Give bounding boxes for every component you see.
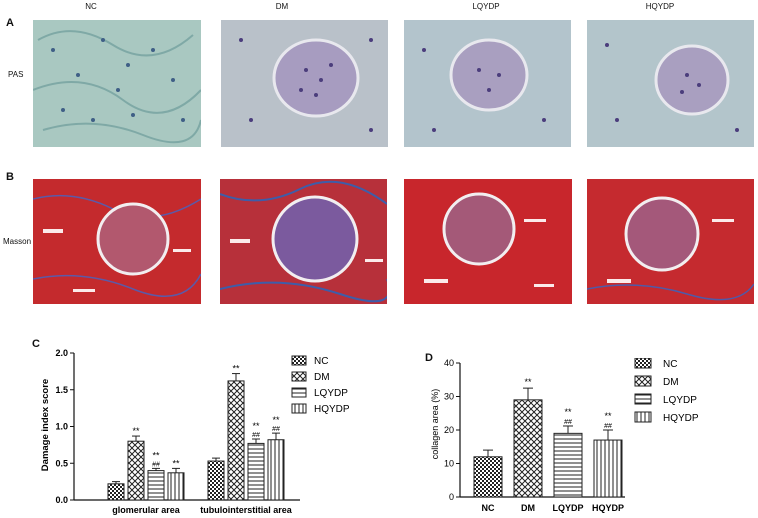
bar-d xyxy=(513,399,543,498)
y-tick-label-c: 0.5 xyxy=(55,458,68,468)
masson-image-nc xyxy=(33,179,201,304)
bar-c xyxy=(167,472,185,501)
bar-c xyxy=(207,460,225,501)
panel-label-b: B xyxy=(6,171,14,183)
y-tick-label-c: 2.0 xyxy=(55,348,68,358)
hash-annotation-c: ## xyxy=(272,426,280,433)
legend-label-d: LQYDP xyxy=(663,395,697,406)
legend-swatch-c xyxy=(291,355,307,366)
hash-annotation-c: ## xyxy=(252,432,260,439)
damage-index-chart: Damage index score 0.0 0.5 1.0 1.5 2.0 glomer… xyxy=(40,348,350,515)
star-annotation-c: ** xyxy=(152,450,160,460)
bar-c xyxy=(227,380,245,501)
legend-swatch-d xyxy=(634,393,652,405)
bar-c xyxy=(107,483,125,501)
row-label-pas: PAS xyxy=(8,70,24,79)
x-category-label-c: tubulointerstitial area xyxy=(200,505,293,515)
masson-image-lqydp xyxy=(404,179,572,304)
hash-annotation-d: ## xyxy=(604,423,612,430)
hash-annotation-d: ## xyxy=(564,419,572,426)
pas-image-dm xyxy=(221,20,388,147)
column-header-dm: DM xyxy=(275,2,289,11)
legend-swatch-d xyxy=(634,411,652,423)
bar-d xyxy=(593,439,623,498)
star-annotation-c: ** xyxy=(172,458,180,468)
x-category-label-c: glomerular area xyxy=(112,505,181,515)
y-tick-label-c: 1.5 xyxy=(55,385,68,395)
legend-label-c: DM xyxy=(314,372,330,383)
y-tick-label-c: 1.0 xyxy=(55,422,68,432)
star-annotation-d: ** xyxy=(564,407,572,417)
column-header-hqydp: HQYDP xyxy=(645,2,675,11)
bar-c xyxy=(127,440,145,501)
star-annotation-c: ** xyxy=(252,421,260,431)
masson-image-hqydp xyxy=(587,179,754,304)
star-annotation-c: ** xyxy=(272,415,280,425)
x-category-label-d: LQYDP xyxy=(552,503,583,513)
bar-c xyxy=(147,470,165,501)
star-annotation-d: ** xyxy=(524,377,532,387)
legend-label-d: HQYDP xyxy=(663,413,699,424)
pas-image-nc xyxy=(33,20,201,147)
bar-c xyxy=(247,442,265,501)
y-axis-label-d: collagen area (%) xyxy=(430,389,440,460)
y-axis-label-c: Damage index score xyxy=(40,379,51,471)
row-label-masson: Masson xyxy=(3,237,32,246)
legend-swatch-d xyxy=(634,375,652,387)
pas-image-lqydp xyxy=(404,20,571,147)
column-header-lqydp: LQYDP xyxy=(472,2,500,11)
bar-c xyxy=(267,439,285,501)
legend-swatch-c xyxy=(291,371,307,382)
star-annotation-d: ** xyxy=(604,411,612,421)
star-annotation-c: ** xyxy=(132,426,140,436)
x-category-label-d: DM xyxy=(521,503,535,513)
y-tick-label-d: 30 xyxy=(444,392,454,402)
legend-swatch-c xyxy=(291,403,307,414)
legend-swatch-c xyxy=(291,387,307,398)
legend-label-c: HQYDP xyxy=(314,404,350,415)
hash-annotation-c: ## xyxy=(152,461,160,468)
x-category-label-d: HQYDP xyxy=(592,503,624,513)
legend-swatch-d xyxy=(634,358,652,369)
legend-label-d: NC xyxy=(663,359,677,370)
panel-label-d: D xyxy=(425,352,433,364)
panel-label-c: C xyxy=(32,338,40,350)
collagen-area-chart: collagen area (%) 0 10 20 30 40 NC DM LQYDP HQYD… xyxy=(430,358,699,513)
legend-label-d: DM xyxy=(663,377,679,388)
panel-label-a: A xyxy=(6,17,14,29)
y-tick-label-d: 20 xyxy=(444,425,454,435)
bar-d xyxy=(473,456,503,498)
legend-label-c: LQYDP xyxy=(314,388,348,399)
y-tick-label-d: 40 xyxy=(444,358,454,368)
x-category-label-d: NC xyxy=(482,503,495,513)
star-annotation-c: ** xyxy=(232,364,240,374)
y-tick-label-c: 0.0 xyxy=(55,495,68,505)
y-tick-label-d: 10 xyxy=(444,459,454,469)
bar-d xyxy=(553,432,583,498)
masson-image-dm xyxy=(220,179,387,304)
column-header-nc: NC xyxy=(85,2,97,11)
y-tick-label-d: 0 xyxy=(449,492,454,502)
legend-label-c: NC xyxy=(314,356,328,367)
pas-image-hqydp xyxy=(587,20,754,147)
